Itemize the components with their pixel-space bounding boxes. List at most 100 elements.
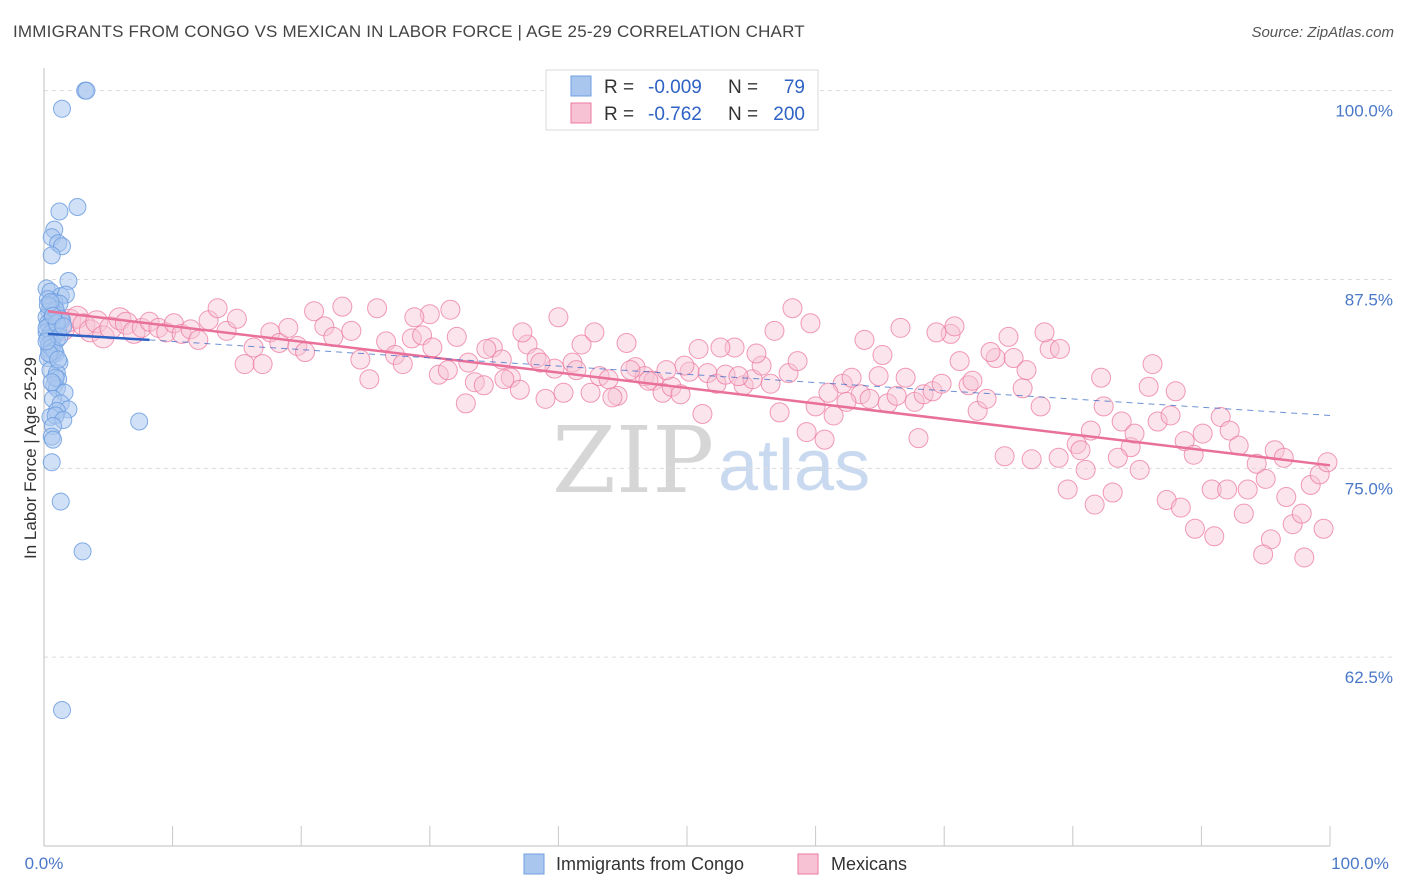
mexican-point <box>350 349 371 370</box>
congo-points <box>37 81 149 720</box>
mexican-point <box>188 329 209 350</box>
mexican-point <box>553 382 574 403</box>
mexican-point <box>446 326 467 347</box>
watermark-zip: ZIP <box>552 407 714 514</box>
mexican-point <box>1129 459 1150 480</box>
mexican-point <box>584 322 605 343</box>
mexican-point <box>1313 518 1334 539</box>
mexican-point <box>404 307 425 328</box>
mexican-point <box>1075 459 1096 480</box>
mexican-point <box>295 342 316 363</box>
bottom-legend-swatch-congo <box>523 853 545 875</box>
mexican-point <box>602 387 623 408</box>
congo-trend-line <box>47 332 150 342</box>
mexican-point <box>1070 440 1091 461</box>
mexican-point <box>1276 487 1297 508</box>
mexican-point <box>1184 518 1205 539</box>
mexican-point <box>994 446 1015 467</box>
legend-r-label-mexican: R = <box>604 104 634 125</box>
mexican-point <box>476 338 497 359</box>
mexican-point <box>548 307 569 328</box>
series-legend: Immigrants from Congo Mexicans <box>523 853 907 875</box>
mexican-point <box>1107 447 1128 468</box>
mexican-point <box>944 316 965 337</box>
mexican-point <box>1039 338 1060 359</box>
legend-r-label-congo: R = <box>604 77 634 98</box>
x-tick-label-max: 100.0% <box>1331 854 1389 873</box>
mexican-point <box>814 429 835 450</box>
congo-point <box>42 373 61 392</box>
mexican-point <box>1160 405 1181 426</box>
mexican-point <box>1165 381 1186 402</box>
mexican-point <box>1170 497 1191 518</box>
mexican-point <box>890 317 911 338</box>
congo-point <box>42 453 61 472</box>
mexican-point <box>509 379 530 400</box>
mexican-point <box>535 388 556 409</box>
y-tick-label: 100.0% <box>1335 102 1393 121</box>
congo-point <box>53 99 72 118</box>
mexican-trend-line <box>47 309 1331 467</box>
mexican-point <box>473 375 494 396</box>
mexican-point <box>908 428 929 449</box>
mexican-point <box>724 337 745 358</box>
congo-point <box>44 430 63 449</box>
mexican-point <box>818 382 839 403</box>
mexican-point <box>931 373 952 394</box>
mexican-point <box>1201 479 1222 500</box>
mexican-point <box>764 320 785 341</box>
mexican-point <box>304 301 325 322</box>
mexican-point <box>1237 479 1258 500</box>
congo-point <box>68 197 87 216</box>
mexican-point <box>638 370 659 391</box>
watermark-atlas: atlas <box>718 426 870 506</box>
congo-point <box>77 81 96 100</box>
mexican-point <box>234 354 255 375</box>
mexican-point <box>1147 411 1168 432</box>
mexican-point <box>392 354 413 375</box>
mexican-point <box>692 403 713 424</box>
y-tick-label: 87.5% <box>1345 290 1393 309</box>
mexican-point <box>800 313 821 334</box>
mexican-point <box>1093 396 1114 417</box>
mexican-point <box>980 342 1001 363</box>
x-ticks <box>172 826 1331 846</box>
grid <box>44 90 1392 658</box>
mexican-point <box>751 355 772 376</box>
mexican-point <box>805 396 826 417</box>
legend-n-value-mexican: 200 <box>773 104 805 125</box>
legend-swatch-congo <box>570 75 592 97</box>
mexican-point <box>949 351 970 372</box>
mexican-point <box>494 369 515 390</box>
watermark: ZIP atlas <box>552 407 870 514</box>
mexican-point <box>1084 494 1105 515</box>
mexican-point <box>620 360 641 381</box>
y-tick-labels: 62.5% 75.0% 87.5% 100.0% <box>1335 102 1393 688</box>
mexican-point <box>1124 423 1145 444</box>
mexican-point <box>1255 468 1276 489</box>
mexican-point <box>769 402 790 423</box>
bottom-legend-mexican: Mexicans <box>831 854 907 874</box>
mexican-point <box>1102 482 1123 503</box>
mexican-point <box>1142 354 1163 375</box>
mexican-point <box>455 393 476 414</box>
mexican-point <box>440 299 461 320</box>
mexican-point <box>1021 449 1042 470</box>
mexican-point <box>332 296 353 317</box>
mexican-point <box>796 422 817 443</box>
mexican-point <box>1049 338 1070 359</box>
mexican-point <box>512 322 533 343</box>
mexican-point <box>1016 360 1037 381</box>
mexican-point <box>1111 411 1132 432</box>
mexican-point <box>962 370 983 391</box>
legend-r-value-congo: -0.009 <box>648 77 702 98</box>
source-credit: Source: ZipAtlas.com <box>1251 24 1394 41</box>
congo-point <box>50 202 69 221</box>
mexican-point <box>1138 376 1159 397</box>
congo-point <box>130 412 149 431</box>
mexican-point <box>674 355 695 376</box>
mexican-point <box>728 366 749 387</box>
mexican-point <box>656 360 677 381</box>
mexican-point <box>868 366 889 387</box>
